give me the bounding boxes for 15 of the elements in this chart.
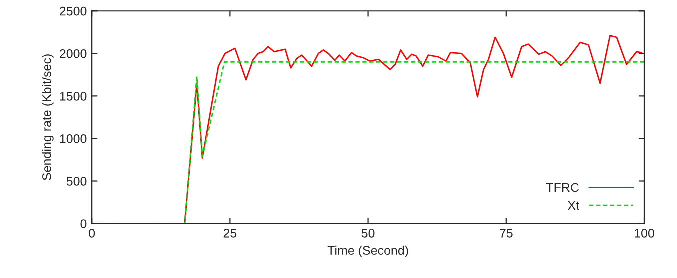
y-tick-label: 500 <box>66 177 87 186</box>
y-tick-label: 1000 <box>60 134 87 144</box>
x-axis-title: Time (Second) <box>328 246 408 258</box>
y-tick-label: 1500 <box>60 92 87 101</box>
legend-label: TFRC <box>546 183 580 192</box>
x-tick-label: 100 <box>635 228 654 238</box>
y-tick-label: 0 <box>80 220 87 228</box>
x-tick-label: 0 <box>89 228 96 238</box>
y-tick-label: 2000 <box>60 49 87 58</box>
y-tick-label: 2500 <box>60 6 87 16</box>
x-tick-label: 25 <box>224 228 237 238</box>
legend-label: Xt <box>568 201 580 210</box>
x-tick-label: 50 <box>362 228 375 238</box>
x-tick-label: 75 <box>500 229 513 238</box>
y-axis-title: Sending rate (Kbit/sec) <box>42 54 54 180</box>
